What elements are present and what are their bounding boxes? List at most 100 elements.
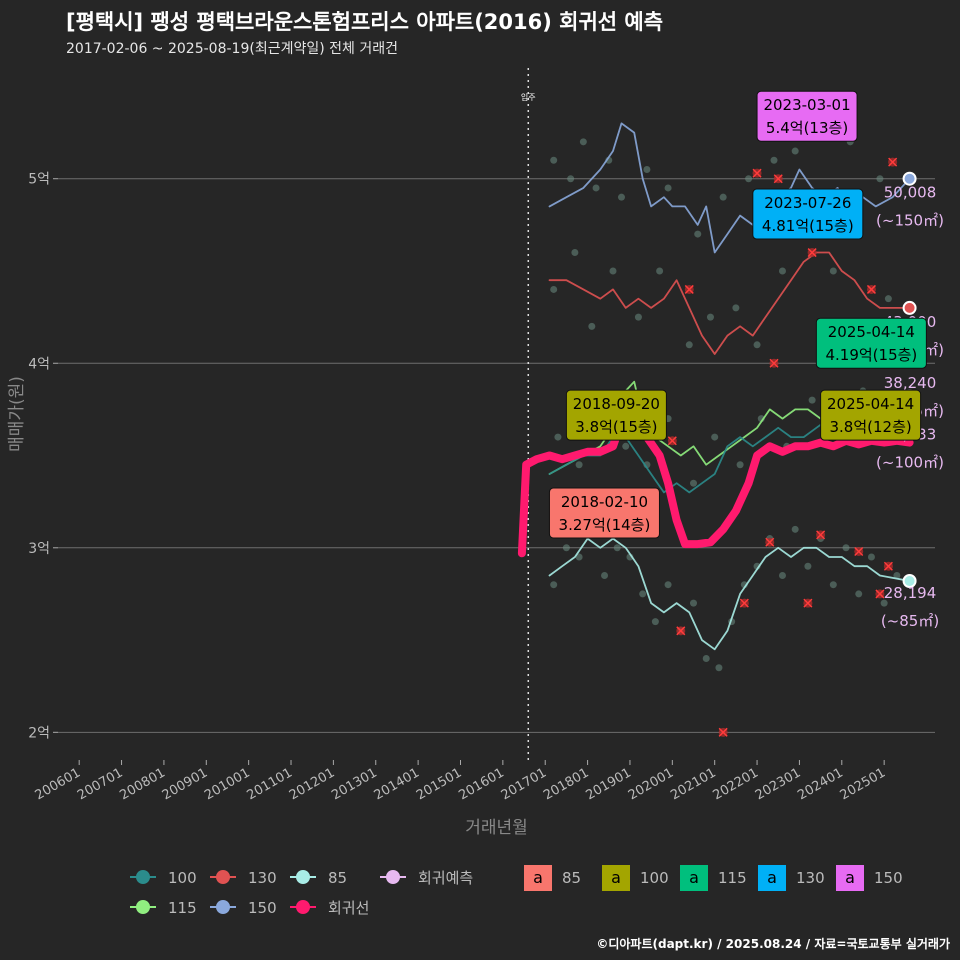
annotation-price: 3.8억(15층) <box>575 418 657 436</box>
x-tick-label: 202401 <box>795 765 845 803</box>
legend-box <box>680 865 708 891</box>
scatter-point <box>575 461 583 469</box>
scatter-point <box>694 230 702 238</box>
x-tick-label: 201701 <box>499 765 549 803</box>
legend-label: 85 <box>328 869 347 887</box>
legend-box-label: 130 <box>796 869 825 887</box>
series-line-130 <box>548 251 911 355</box>
scatter-point <box>651 618 659 626</box>
legend-box <box>758 865 786 891</box>
chart-footer: ©디아파트(dapt.kr) / 2025.08.24 / 자료=국토교통부 실… <box>596 937 950 951</box>
series-line-회귀선 <box>517 405 914 558</box>
legend-swatch <box>216 870 230 884</box>
scatter-point <box>867 553 875 561</box>
cancelled-x <box>875 589 885 599</box>
legend-box-glyph: a <box>767 868 777 887</box>
legend-box <box>602 865 630 891</box>
annotation-box <box>815 317 927 369</box>
y-tick-label: 4억 <box>28 356 50 372</box>
legend-swatch <box>136 900 150 914</box>
scatter-point <box>656 267 664 275</box>
legend-label: 회귀예측 <box>418 869 473 887</box>
annotation-box <box>752 188 864 240</box>
cancelled-x <box>718 727 728 737</box>
scatter-point <box>855 590 863 598</box>
legend-label: 115 <box>168 899 197 917</box>
legend-box-glyph: a <box>611 868 621 887</box>
legend-box <box>524 865 552 891</box>
annotation-date: 2018-09-20 <box>573 395 660 413</box>
scatter-point <box>690 479 698 487</box>
scatter-point <box>770 156 778 164</box>
annotation-date: 2025-04-14 <box>827 395 914 413</box>
scatter-point <box>690 599 698 607</box>
scatter-point <box>842 544 850 552</box>
y-tick-label: 5억 <box>28 172 50 188</box>
x-tick-label: 202201 <box>711 765 761 803</box>
scatter-point <box>808 396 816 404</box>
scatter-point <box>643 165 651 173</box>
cancelled-x <box>769 358 779 368</box>
scatter-point <box>601 571 609 579</box>
annotation-date: 2023-07-26 <box>764 194 851 212</box>
legend-label: 150 <box>248 899 277 917</box>
legend-box-glyph: a <box>845 868 855 887</box>
x-tick-label: 201201 <box>287 765 337 803</box>
x-tick-label: 200601 <box>33 765 83 803</box>
scatter-point <box>745 175 753 183</box>
chart-subtitle: 2017-02-06 ~ 2025-08-19(최근계약일) 전체 거래건 <box>66 41 398 57</box>
legend-box-label: 150 <box>874 869 903 887</box>
legend-swatch <box>216 900 230 914</box>
annotation-price: 4.81억(15층) <box>762 217 854 235</box>
scatter-point <box>778 267 786 275</box>
scatter-point <box>639 590 647 598</box>
annotation-box <box>756 90 858 142</box>
legend-label: 100 <box>168 869 197 887</box>
cancelled-x <box>739 598 749 608</box>
cancelled-x <box>816 530 826 540</box>
forecast-area: (~100㎡) <box>876 453 944 471</box>
legend-box <box>836 865 864 891</box>
scatter-point <box>829 267 837 275</box>
x-tick-label: 202501 <box>838 765 888 803</box>
endpoint-s85 <box>902 574 917 589</box>
scatter-point <box>884 295 892 303</box>
cancelled-x <box>765 537 775 547</box>
legend-swatch <box>296 870 310 884</box>
scatter-point <box>609 267 617 275</box>
annotation-price: 3.27억(14층) <box>559 516 651 534</box>
y-axis-title: 매매가(원) <box>7 376 27 452</box>
scatter-point <box>685 341 693 349</box>
chart-title: [평택시] 팽성 평택브라운스톤험프리스 아파트(2016) 회귀선 예측 <box>66 10 664 34</box>
x-tick-label: 201901 <box>583 765 633 803</box>
scatter-point <box>719 193 727 201</box>
scatter-point <box>829 581 837 589</box>
scatter-point <box>753 341 761 349</box>
cancelled-x <box>773 174 783 184</box>
x-tick-label: 201501 <box>414 765 464 803</box>
scatter-point <box>804 562 812 570</box>
x-tick-label: 201401 <box>372 765 422 803</box>
scatter-point <box>592 184 600 192</box>
legend-box-label: 100 <box>640 869 669 887</box>
forecast-area: (~85㎡) <box>881 612 939 630</box>
scatter-point <box>702 655 710 663</box>
annotation-box <box>548 487 660 539</box>
scatter-point <box>664 581 672 589</box>
x-tick-label: 202301 <box>753 765 803 803</box>
cancelled-x <box>854 546 864 557</box>
scatter-point <box>622 442 630 450</box>
scatter-point <box>880 599 888 607</box>
annotation-price: 4.19억(15층) <box>825 346 917 364</box>
scatter-point <box>613 544 621 552</box>
legend-swatch <box>296 900 310 914</box>
x-tick-label: 202001 <box>626 765 676 803</box>
cancelled-x <box>752 168 762 178</box>
scatter-point <box>706 313 714 321</box>
annotation-price: 5.4억(13층) <box>766 119 848 137</box>
scatter-point <box>715 664 723 672</box>
scatter-point <box>550 156 558 164</box>
scatter-point <box>778 571 786 579</box>
forecast-value: 38,240 <box>884 374 937 392</box>
